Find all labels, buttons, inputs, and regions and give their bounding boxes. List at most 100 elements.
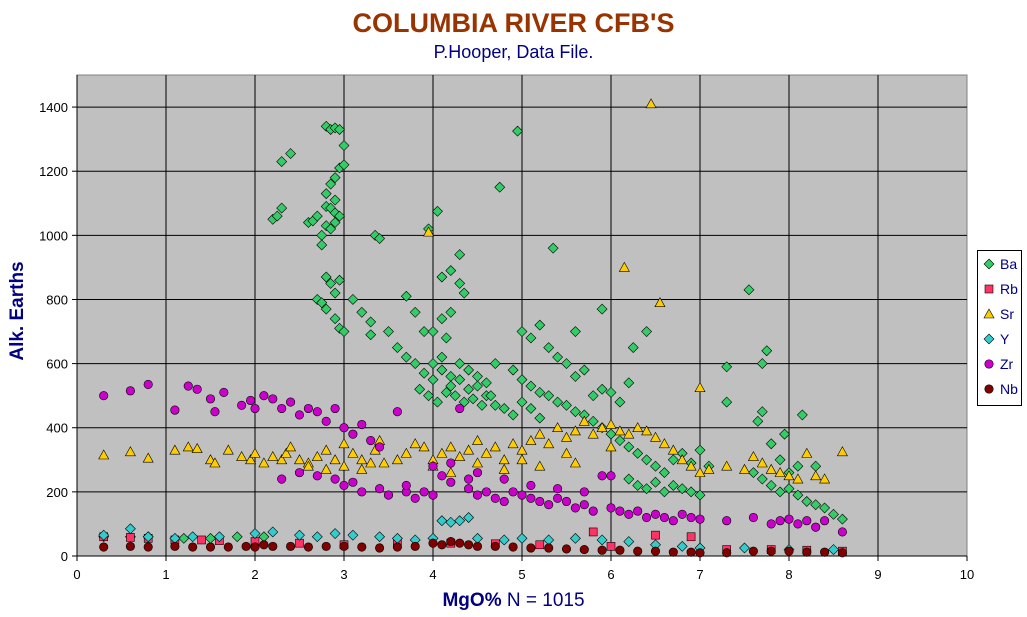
point-ba	[383, 326, 394, 337]
point-rb	[651, 530, 660, 540]
point-ba	[587, 390, 599, 402]
point-zr	[695, 514, 705, 524]
point-nb	[170, 541, 180, 551]
point-zr	[517, 490, 527, 500]
point-ba	[338, 159, 350, 171]
point-ba	[783, 483, 795, 495]
point-ba	[561, 358, 572, 370]
point-y	[739, 542, 750, 554]
point-ba	[334, 274, 345, 286]
point-ba	[320, 120, 332, 132]
point-zr	[588, 506, 598, 516]
point-ba	[409, 306, 421, 318]
point-sr	[249, 447, 261, 458]
point-nb	[286, 541, 296, 551]
point-zr	[570, 503, 580, 513]
chart-legend: Ba Rb Sr Y Zr Nb	[977, 250, 1022, 406]
y-tick-label: 800	[46, 292, 68, 307]
point-ba	[596, 383, 608, 395]
point-sr	[471, 434, 484, 445]
point-zr	[766, 519, 776, 529]
x-tick-label: 0	[73, 567, 80, 582]
point-sr	[280, 447, 292, 458]
point-nb	[508, 542, 518, 552]
point-sr	[507, 438, 519, 449]
series-zr	[99, 379, 847, 537]
point-ba	[641, 483, 653, 495]
point-zr	[428, 461, 438, 471]
point-sr	[685, 460, 697, 471]
point-ba	[792, 460, 804, 472]
point-nb	[722, 548, 732, 558]
point-zr	[544, 500, 554, 510]
point-ba	[632, 480, 644, 491]
chart-title: COLUMBIA RIVER CFB'S	[352, 8, 675, 38]
point-ba	[329, 172, 341, 184]
legend-item-nb: Nb	[983, 379, 1018, 399]
point-zr	[143, 379, 153, 389]
point-ba	[623, 473, 635, 485]
point-zr	[535, 496, 545, 507]
point-ba	[534, 319, 546, 331]
point-rb	[197, 535, 206, 545]
point-ba	[427, 358, 439, 370]
point-y	[142, 531, 154, 543]
point-ba	[819, 502, 831, 514]
point-ba	[316, 297, 328, 309]
point-rb	[126, 533, 135, 542]
point-sr	[667, 444, 679, 455]
legend-marker-y	[983, 333, 995, 345]
point-ba	[334, 210, 345, 222]
point-ba	[285, 148, 297, 159]
point-nb	[597, 545, 607, 555]
point-sr	[445, 441, 457, 452]
point-nb	[125, 541, 135, 551]
point-sr	[534, 428, 546, 439]
point-ba	[436, 351, 448, 363]
point-sr	[516, 444, 528, 455]
point-ba	[320, 188, 332, 200]
point-ba	[276, 156, 288, 168]
point-y	[294, 529, 305, 541]
point-ba	[347, 294, 359, 305]
point-nb	[375, 543, 385, 553]
point-sr	[623, 428, 635, 439]
legend-label-ba: Ba	[1000, 256, 1018, 272]
point-zr	[401, 480, 411, 491]
point-nb	[784, 546, 794, 556]
point-y	[623, 536, 635, 547]
legend-symbol-ba	[983, 258, 995, 270]
point-sr	[142, 452, 154, 463]
point-nb	[455, 538, 465, 548]
point-zr	[392, 407, 402, 417]
point-sr	[654, 297, 666, 307]
point-sr	[765, 463, 777, 474]
point-sr	[267, 450, 279, 461]
x-tick-label: 2	[251, 567, 258, 582]
point-ba	[667, 480, 679, 491]
point-nb	[99, 542, 109, 552]
point-y	[828, 544, 839, 556]
point-sr	[320, 463, 332, 474]
point-ba	[418, 367, 430, 379]
point-sr	[423, 226, 435, 237]
point-zr	[268, 394, 278, 404]
point-y	[436, 515, 448, 527]
point-zr	[366, 436, 376, 446]
point-zr	[490, 493, 500, 503]
point-nb	[143, 542, 153, 552]
point-ba	[485, 390, 497, 402]
point-sr	[738, 463, 751, 474]
point-zr	[259, 391, 269, 401]
point-ba	[427, 374, 439, 386]
point-ba	[685, 486, 697, 498]
legend-marker-rb	[984, 284, 994, 294]
legend-item-zr: Zr	[983, 354, 1013, 374]
point-sr	[409, 438, 421, 449]
point-nb	[357, 542, 367, 552]
point-zr	[428, 490, 438, 500]
point-zr	[419, 487, 429, 497]
point-ba	[440, 332, 452, 344]
point-zr	[499, 474, 509, 484]
point-ba	[614, 396, 626, 408]
